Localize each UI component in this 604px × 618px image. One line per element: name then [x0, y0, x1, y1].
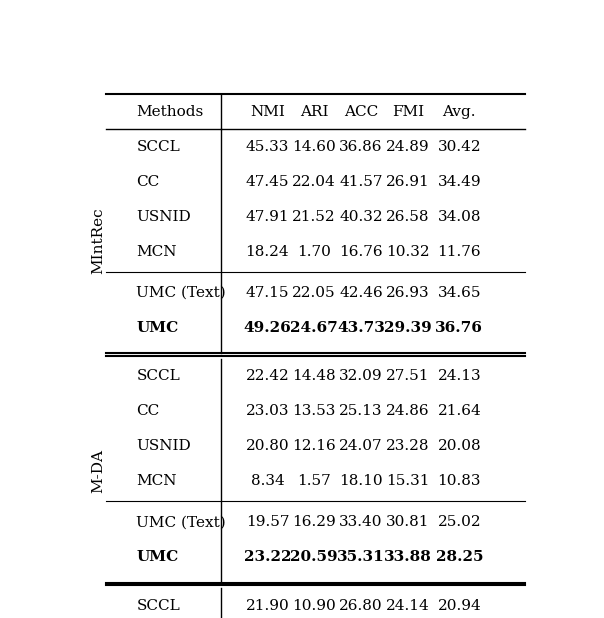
Text: 18.10: 18.10 [339, 474, 383, 488]
Text: 20.59: 20.59 [291, 551, 338, 564]
Text: 21.90: 21.90 [246, 599, 289, 612]
Text: 24.89: 24.89 [386, 140, 429, 154]
Text: 47.15: 47.15 [246, 286, 289, 300]
Text: 10.83: 10.83 [437, 474, 481, 488]
Text: 35.31: 35.31 [337, 551, 385, 564]
Text: 25.13: 25.13 [339, 404, 383, 418]
Text: 22.42: 22.42 [246, 369, 289, 383]
Text: 30.81: 30.81 [386, 515, 429, 530]
Text: 40.32: 40.32 [339, 210, 383, 224]
Text: CC: CC [137, 175, 159, 188]
Text: 49.26: 49.26 [243, 321, 291, 335]
Text: 10.32: 10.32 [386, 245, 429, 258]
Text: 26.80: 26.80 [339, 599, 383, 612]
Text: 28.25: 28.25 [435, 551, 483, 564]
Text: MIntRec: MIntRec [91, 208, 105, 274]
Text: 23.03: 23.03 [246, 404, 289, 418]
Text: 14.60: 14.60 [292, 140, 336, 154]
Text: SCCL: SCCL [137, 140, 180, 154]
Text: 1.70: 1.70 [297, 245, 331, 258]
Text: UMC (Text): UMC (Text) [137, 515, 226, 530]
Text: 43.73: 43.73 [337, 321, 385, 335]
Text: 36.86: 36.86 [339, 140, 383, 154]
Text: 15.31: 15.31 [386, 474, 429, 488]
Text: NMI: NMI [250, 104, 285, 119]
Text: 8.34: 8.34 [251, 474, 284, 488]
Text: 20.80: 20.80 [246, 439, 289, 453]
Text: SCCL: SCCL [137, 369, 180, 383]
Text: 20.94: 20.94 [437, 599, 481, 612]
Text: 18.24: 18.24 [246, 245, 289, 258]
Text: USNID: USNID [137, 210, 191, 224]
Text: UMC: UMC [137, 321, 179, 335]
Text: Avg.: Avg. [443, 104, 476, 119]
Text: 21.64: 21.64 [437, 404, 481, 418]
Text: 14.48: 14.48 [292, 369, 336, 383]
Text: 22.05: 22.05 [292, 286, 336, 300]
Text: 23.28: 23.28 [386, 439, 429, 453]
Text: 22.04: 22.04 [292, 175, 336, 188]
Text: M-DA: M-DA [91, 449, 105, 493]
Text: Methods: Methods [137, 104, 204, 119]
Text: 19.57: 19.57 [246, 515, 289, 530]
Text: 10.90: 10.90 [292, 599, 336, 612]
Text: 21.52: 21.52 [292, 210, 336, 224]
Text: 32.09: 32.09 [339, 369, 383, 383]
Text: USNID: USNID [137, 439, 191, 453]
Text: 41.57: 41.57 [339, 175, 383, 188]
Text: 25.02: 25.02 [437, 515, 481, 530]
Text: 24.67: 24.67 [291, 321, 338, 335]
Text: 27.51: 27.51 [386, 369, 429, 383]
Text: 34.08: 34.08 [437, 210, 481, 224]
Text: 34.49: 34.49 [437, 175, 481, 188]
Text: 24.86: 24.86 [386, 404, 429, 418]
Text: ARI: ARI [300, 104, 329, 119]
Text: 16.29: 16.29 [292, 515, 336, 530]
Text: 36.76: 36.76 [435, 321, 483, 335]
Text: 33.40: 33.40 [339, 515, 383, 530]
Text: 11.76: 11.76 [437, 245, 481, 258]
Text: UMC: UMC [137, 551, 179, 564]
Text: 24.13: 24.13 [437, 369, 481, 383]
Text: 26.93: 26.93 [386, 286, 429, 300]
Text: CC: CC [137, 404, 159, 418]
Text: 20.08: 20.08 [437, 439, 481, 453]
Text: UMC (Text): UMC (Text) [137, 286, 226, 300]
Text: 34.65: 34.65 [437, 286, 481, 300]
Text: ACC: ACC [344, 104, 378, 119]
Text: 26.58: 26.58 [386, 210, 429, 224]
Text: 29.39: 29.39 [384, 321, 432, 335]
Text: MCN: MCN [137, 245, 177, 258]
Text: 33.88: 33.88 [384, 551, 432, 564]
Text: 45.33: 45.33 [246, 140, 289, 154]
Text: 13.53: 13.53 [292, 404, 336, 418]
Text: 42.46: 42.46 [339, 286, 383, 300]
Text: 26.91: 26.91 [386, 175, 429, 188]
Text: 47.91: 47.91 [246, 210, 289, 224]
Text: 24.14: 24.14 [386, 599, 429, 612]
Text: SCCL: SCCL [137, 599, 180, 612]
Text: 23.22: 23.22 [243, 551, 291, 564]
Text: 1.57: 1.57 [297, 474, 331, 488]
Text: 30.42: 30.42 [437, 140, 481, 154]
Text: FMI: FMI [392, 104, 424, 119]
Text: 16.76: 16.76 [339, 245, 383, 258]
Text: 47.45: 47.45 [246, 175, 289, 188]
Text: 24.07: 24.07 [339, 439, 383, 453]
Text: 12.16: 12.16 [292, 439, 336, 453]
Text: MCN: MCN [137, 474, 177, 488]
